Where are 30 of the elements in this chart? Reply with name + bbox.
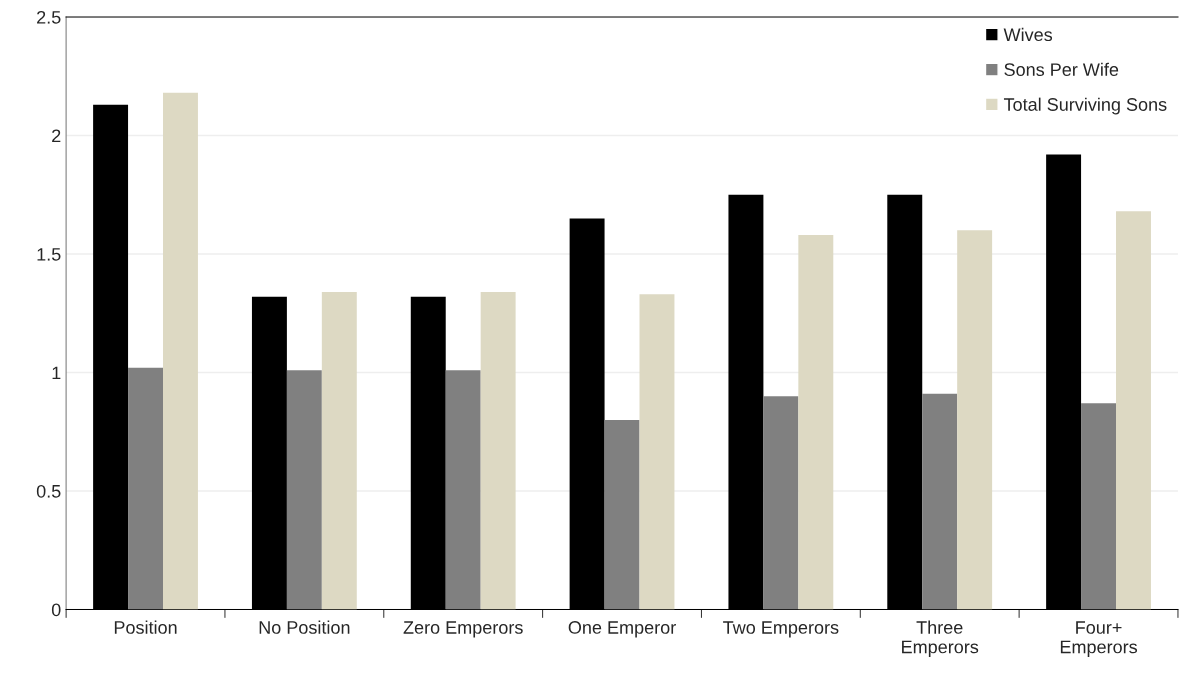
bar xyxy=(639,294,675,610)
bar xyxy=(957,230,993,610)
bar xyxy=(321,291,357,610)
bar xyxy=(286,370,322,610)
y-tick-label: 1.5 xyxy=(37,248,61,261)
x-tick-label: Three Emperors xyxy=(902,620,979,657)
y-tick-label: 0.5 xyxy=(36,484,61,498)
bar xyxy=(445,370,481,610)
x-tick-label: No Position xyxy=(259,620,350,634)
bar xyxy=(798,235,834,610)
x-tick-label: Zero Emperors xyxy=(403,621,523,638)
bar xyxy=(763,396,799,610)
bar xyxy=(163,92,198,610)
legend-label: Total Surviving Sons xyxy=(1003,97,1167,115)
legend-label: Wives xyxy=(1003,27,1053,42)
x-tick-label: Four+ Emperors xyxy=(1060,621,1138,657)
x-tick-label: Position xyxy=(114,620,177,634)
y-tick-label: 2.5 xyxy=(37,10,61,24)
bar xyxy=(604,419,640,610)
y-tick-label: 2 xyxy=(52,129,61,143)
bar xyxy=(922,393,958,610)
bar xyxy=(480,291,516,610)
y-tick-label: 0 xyxy=(51,603,61,617)
y-tick-label: 1 xyxy=(52,366,61,380)
bar xyxy=(1081,403,1117,610)
bar xyxy=(1116,211,1151,610)
x-tick-label: Two Emperors xyxy=(723,621,839,638)
bar xyxy=(128,367,163,610)
x-tick-label: One Emperor xyxy=(568,621,676,638)
legend-label: Sons Per Wife xyxy=(1004,62,1119,77)
